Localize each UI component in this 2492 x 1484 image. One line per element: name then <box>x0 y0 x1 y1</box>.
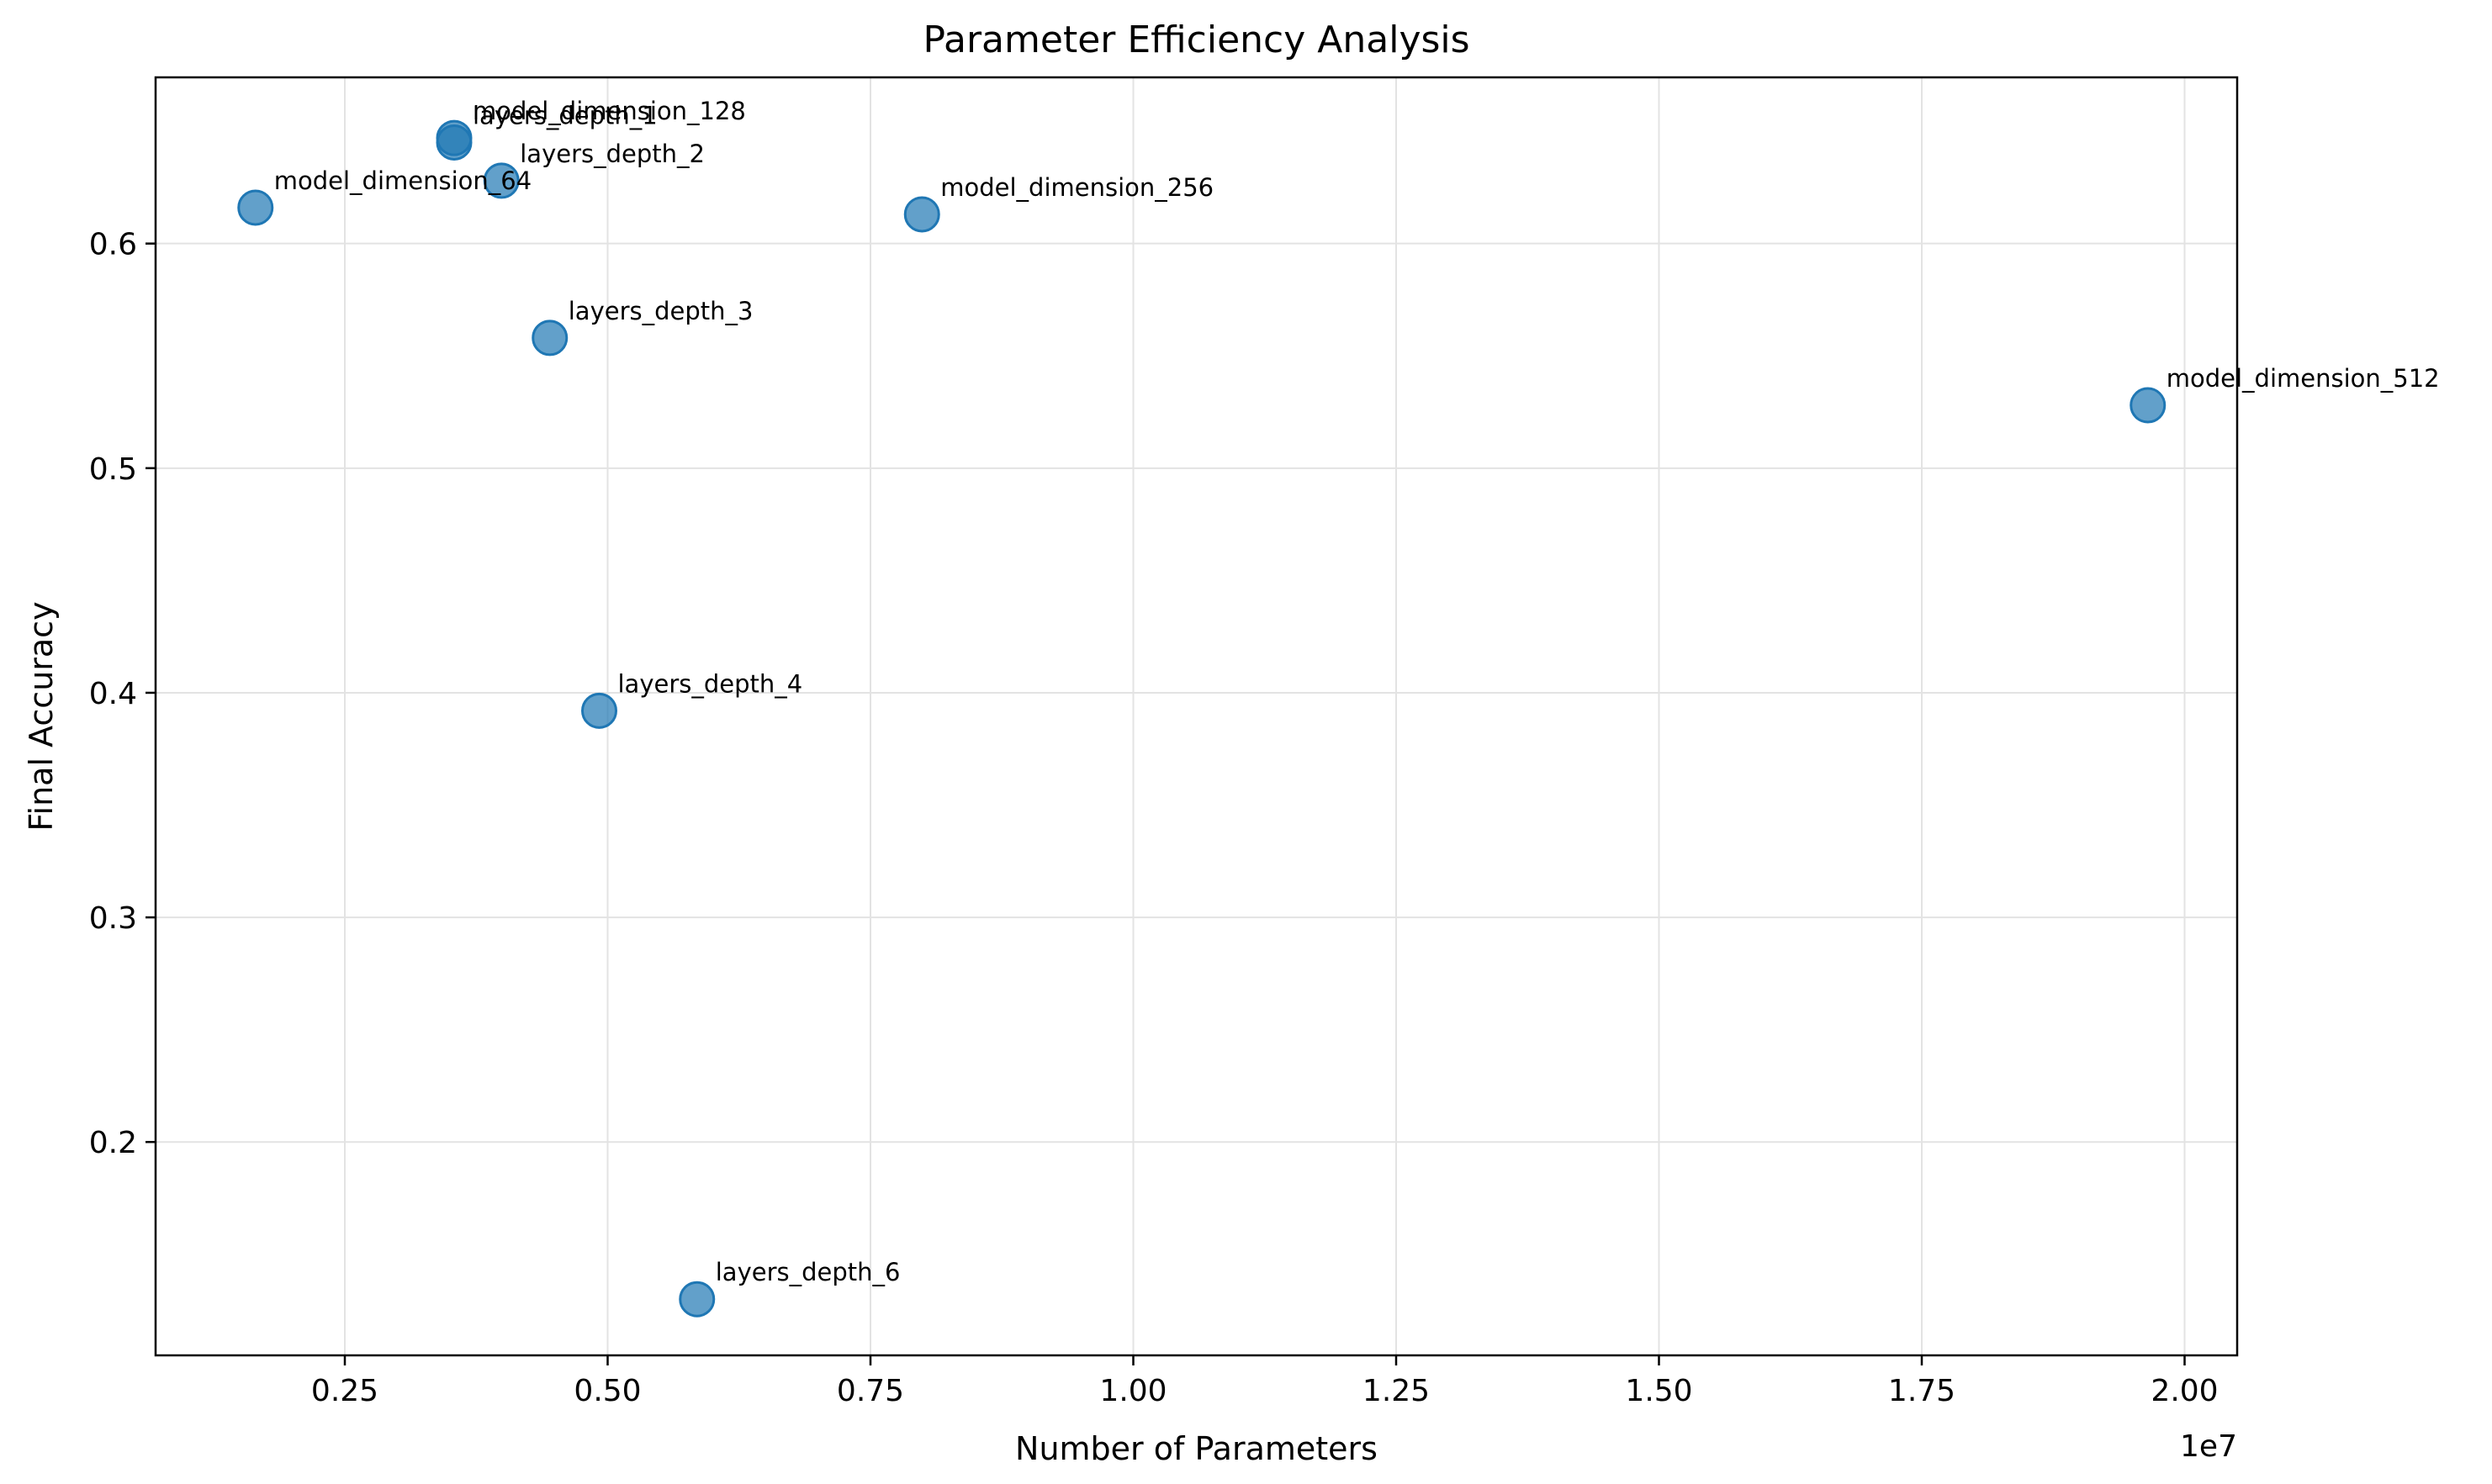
data-point <box>581 692 617 729</box>
y-tick-label: 0.3 <box>89 901 137 936</box>
x-tick-label: 1.25 <box>1362 1374 1430 1408</box>
data-point <box>237 189 274 226</box>
y-tick-label: 0.6 <box>89 228 137 262</box>
y-axis-label: Final Accuracy <box>23 601 60 831</box>
x-tick-label: 1.00 <box>1099 1374 1167 1408</box>
x-tick-label: 0.50 <box>574 1374 641 1408</box>
data-point <box>436 124 473 161</box>
y-tick-label: 0.4 <box>89 677 137 711</box>
point-label: layers_depth_1 <box>473 101 658 129</box>
y-tick-label: 0.2 <box>89 1126 137 1160</box>
data-point <box>483 162 520 199</box>
x-tick-label: 0.25 <box>311 1374 378 1408</box>
point-label: model_dimension_64 <box>274 166 532 195</box>
x-tick-label: 2.00 <box>2151 1374 2218 1408</box>
chart-title: Parameter Efficiency Analysis <box>923 18 1469 61</box>
x-axis-offset-label: 1e7 <box>2180 1429 2237 1464</box>
point-label: model_dimension_128 <box>473 97 746 125</box>
point-label: layers_depth_6 <box>716 1258 901 1286</box>
plot-frame <box>154 76 2239 1357</box>
x-tick-label: 1.75 <box>1888 1374 1955 1408</box>
point-label: model_dimension_512 <box>2167 364 2440 393</box>
x-tick-label: 1.50 <box>1625 1374 1692 1408</box>
point-label: layers_depth_4 <box>618 669 803 698</box>
data-point <box>903 196 940 233</box>
x-tick-label: 0.75 <box>837 1374 904 1408</box>
data-point <box>679 1281 716 1318</box>
point-label: layers_depth_2 <box>520 140 705 168</box>
y-tick-label: 0.5 <box>89 452 137 487</box>
data-point <box>2130 387 2167 424</box>
data-point <box>532 320 569 356</box>
x-axis-label: Number of Parameters <box>1015 1430 1378 1467</box>
point-label: model_dimension_256 <box>940 173 1214 202</box>
point-label: layers_depth_3 <box>569 297 754 325</box>
